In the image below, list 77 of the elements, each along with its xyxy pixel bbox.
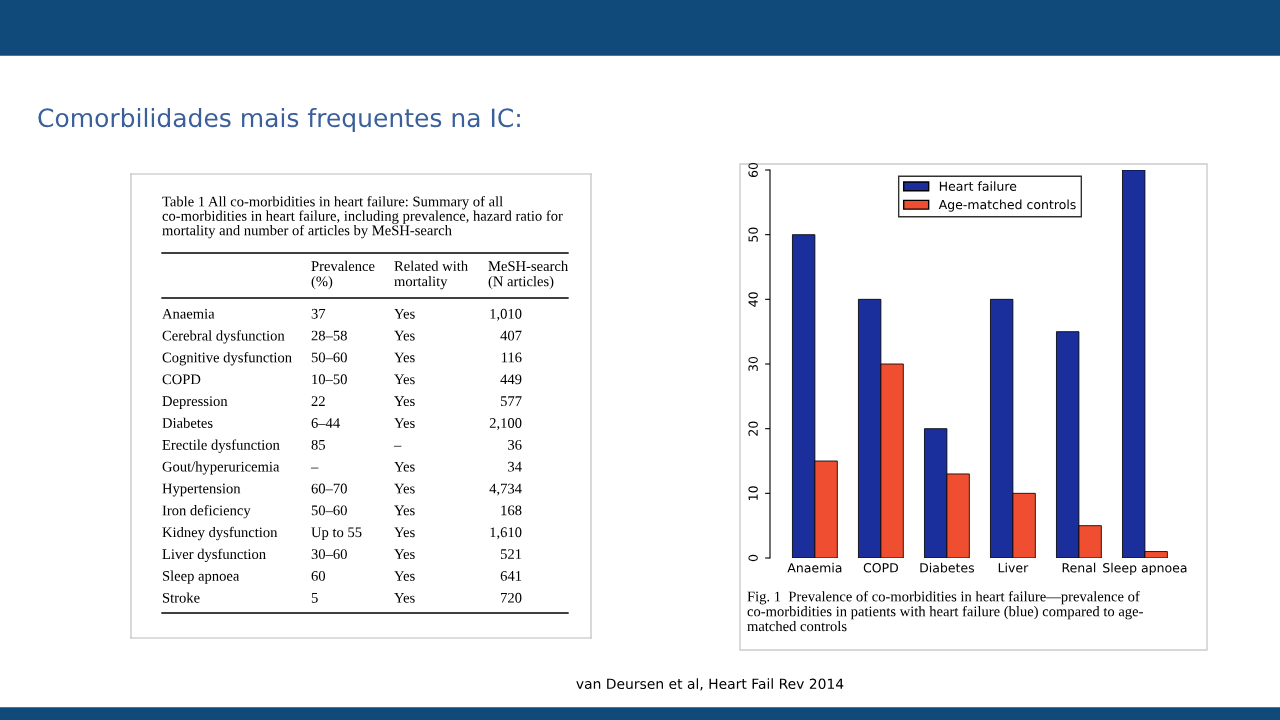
text: – xyxy=(310,467,319,469)
text: 60 xyxy=(311,571,326,581)
text: 641 xyxy=(500,571,522,581)
text: 22 xyxy=(311,396,325,406)
x-tick-label: Renal xyxy=(1062,562,1096,573)
y-tick-label: 20 xyxy=(748,421,758,436)
text: Comorbilidades mais frequentes na IC: xyxy=(38,107,520,133)
text: 2,100 xyxy=(489,418,522,430)
y-tick-label: 30 xyxy=(748,356,758,371)
text: COPD xyxy=(162,374,201,385)
x-tick-label: Sleep apnoea xyxy=(1103,562,1187,575)
text: 168 xyxy=(501,505,522,516)
text: 720 xyxy=(501,592,522,603)
y-tick-label: 0 xyxy=(748,554,758,562)
text: 449 xyxy=(500,374,522,385)
text: 10–50 xyxy=(312,374,347,385)
text: 28–58 xyxy=(311,330,347,341)
text: Iron deficiency xyxy=(162,504,251,519)
text: Cerebral dysfunction xyxy=(162,330,285,344)
y-tick-label: 50 xyxy=(748,227,758,242)
text: Yes xyxy=(394,308,415,319)
text: 36 xyxy=(508,439,522,450)
text: Up to 55 xyxy=(311,527,362,541)
text: 5 xyxy=(311,593,318,603)
text: 37 xyxy=(311,308,326,319)
text: Prevalence (%) xyxy=(311,260,375,290)
text: van Deursen et al, Heart Fail Rev 2014 xyxy=(576,678,844,691)
text: 50–60 xyxy=(311,505,347,516)
text: 4,734 xyxy=(489,483,522,496)
text: 50–60 xyxy=(311,352,347,363)
text: 1,010 xyxy=(490,308,522,321)
text: Kidney dysfunction xyxy=(162,526,278,541)
y-tick-label: 10 xyxy=(748,486,758,500)
text: 85 xyxy=(311,439,326,450)
caption: Table 1 All co-morbidities in heart failure: Summary of all co-morbidities in heart failure, including prevalence, hazard ratio for mortality and number of articles by MeSH-search xyxy=(162,196,563,239)
x-tick-label: Liver xyxy=(998,562,1029,573)
text: – xyxy=(393,445,402,447)
text: Yes xyxy=(394,571,415,581)
text: 521 xyxy=(500,549,522,559)
text: Stroke xyxy=(162,592,200,603)
text: 6–44 xyxy=(311,418,340,428)
text: 30–60 xyxy=(311,549,347,559)
text: Gout/hyperuricemia xyxy=(162,461,280,475)
y-tick-label: 60 xyxy=(748,162,758,178)
y-tick-label: 40 xyxy=(748,292,758,307)
text: Yes xyxy=(394,330,415,341)
text: Related with mortality xyxy=(394,260,468,290)
x-tick-label: Diabetes xyxy=(920,562,975,573)
text: Cognitive dysfunction xyxy=(162,351,292,366)
text: 34 xyxy=(508,461,522,472)
text: 60–70 xyxy=(311,483,347,494)
text: 577 xyxy=(500,396,522,407)
text: Depression xyxy=(162,396,228,410)
text: Yes xyxy=(394,374,415,385)
text: Yes xyxy=(394,549,415,559)
text: Yes xyxy=(394,483,415,494)
text: Yes xyxy=(394,418,415,428)
text: 1,610 xyxy=(490,527,522,540)
text: Yes xyxy=(394,505,415,516)
text: 407 xyxy=(500,330,522,341)
text: Erectile dysfunction xyxy=(162,439,280,453)
text: MeSH-search (N articles) xyxy=(488,260,568,290)
text: Yes xyxy=(394,527,415,538)
x-tick-label: Anaemia xyxy=(787,562,842,573)
legend-label: Heart failure xyxy=(939,181,1017,191)
text: Liver dysfunction xyxy=(162,548,266,563)
x-tick-label: COPD xyxy=(863,563,899,573)
text: Yes xyxy=(394,396,415,407)
caption: Fig. 1 Prevalence of co-morbidities in heart failure—prevalence of co-morbidities in patients with heart failure (blue) compared to age- matched controls xyxy=(747,591,1143,632)
text: Diabetes xyxy=(162,417,213,428)
text: Hypertension xyxy=(162,483,241,497)
text: Yes xyxy=(394,593,415,603)
text: 116 xyxy=(501,352,522,363)
text: Yes xyxy=(394,352,415,363)
legend-label: Age-matched controls xyxy=(938,199,1076,212)
text: Yes xyxy=(394,461,415,472)
text: Anaemia xyxy=(162,308,215,319)
